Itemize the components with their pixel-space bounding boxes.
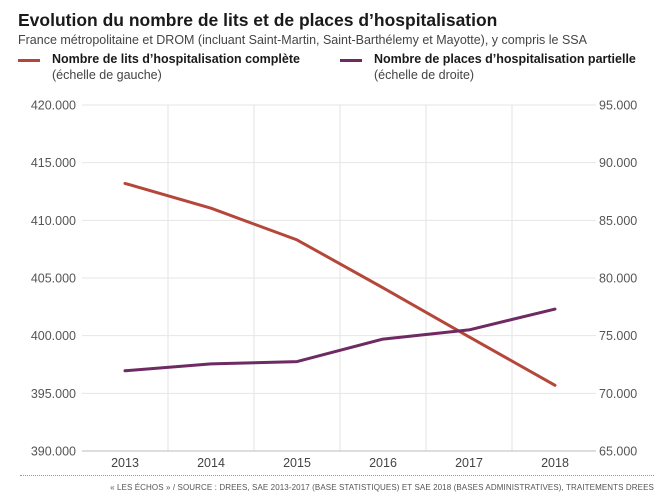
series-line-places xyxy=(123,307,557,373)
legend-label-places: Nombre de places d’hospitalisation parti… xyxy=(374,52,636,66)
right-axis-tick-label: 90.000 xyxy=(599,156,637,170)
left-axis-tick-label: 400.000 xyxy=(31,329,76,343)
left-axis-tick-label: 405.000 xyxy=(31,272,76,286)
right-axis-tick-label: 85.000 xyxy=(599,214,637,228)
x-axis-tick-label: 2014 xyxy=(197,456,225,470)
x-axis-tick-label: 2015 xyxy=(283,456,311,470)
left-axis-tick-label: 415.000 xyxy=(31,156,76,170)
legend-scale-lits: (échelle de gauche) xyxy=(52,68,162,82)
left-axis-tick-label: 410.000 xyxy=(31,214,76,228)
right-axis-tick-label: 70.000 xyxy=(599,387,637,401)
legend-label-lits: Nombre de lits d’hospitalisation complèt… xyxy=(52,52,300,66)
legend-swatch-lits xyxy=(18,59,40,62)
legend-swatch-places xyxy=(340,59,362,62)
right-axis-tick-label: 75.000 xyxy=(599,329,637,343)
x-axis-tick-label: 2016 xyxy=(369,456,397,470)
footer-divider xyxy=(20,475,654,476)
right-axis-tick-label: 65.000 xyxy=(599,445,637,459)
right-axis-tick-label: 95.000 xyxy=(599,99,637,113)
left-axis-tick-label: 395.000 xyxy=(31,387,76,401)
chart-subtitle: France métropolitaine et DROM (incluant … xyxy=(18,33,587,47)
chart-title: Evolution du nombre de lits et de places… xyxy=(18,10,498,30)
x-axis-tick-label: 2013 xyxy=(111,456,139,470)
right-axis-tick-label: 80.000 xyxy=(599,272,637,286)
x-axis-tick-label: 2017 xyxy=(455,456,483,470)
legend-scale-places: (échelle de droite) xyxy=(374,68,475,82)
left-axis-tick-label: 420.000 xyxy=(31,99,76,113)
series-line-lits xyxy=(123,181,557,387)
left-axis-tick-label: 390.000 xyxy=(31,445,76,459)
source-note: « LES ÉCHOS » / SOURCE : DREES, SAE 2013… xyxy=(110,483,654,492)
x-axis-tick-label: 2018 xyxy=(541,456,569,470)
